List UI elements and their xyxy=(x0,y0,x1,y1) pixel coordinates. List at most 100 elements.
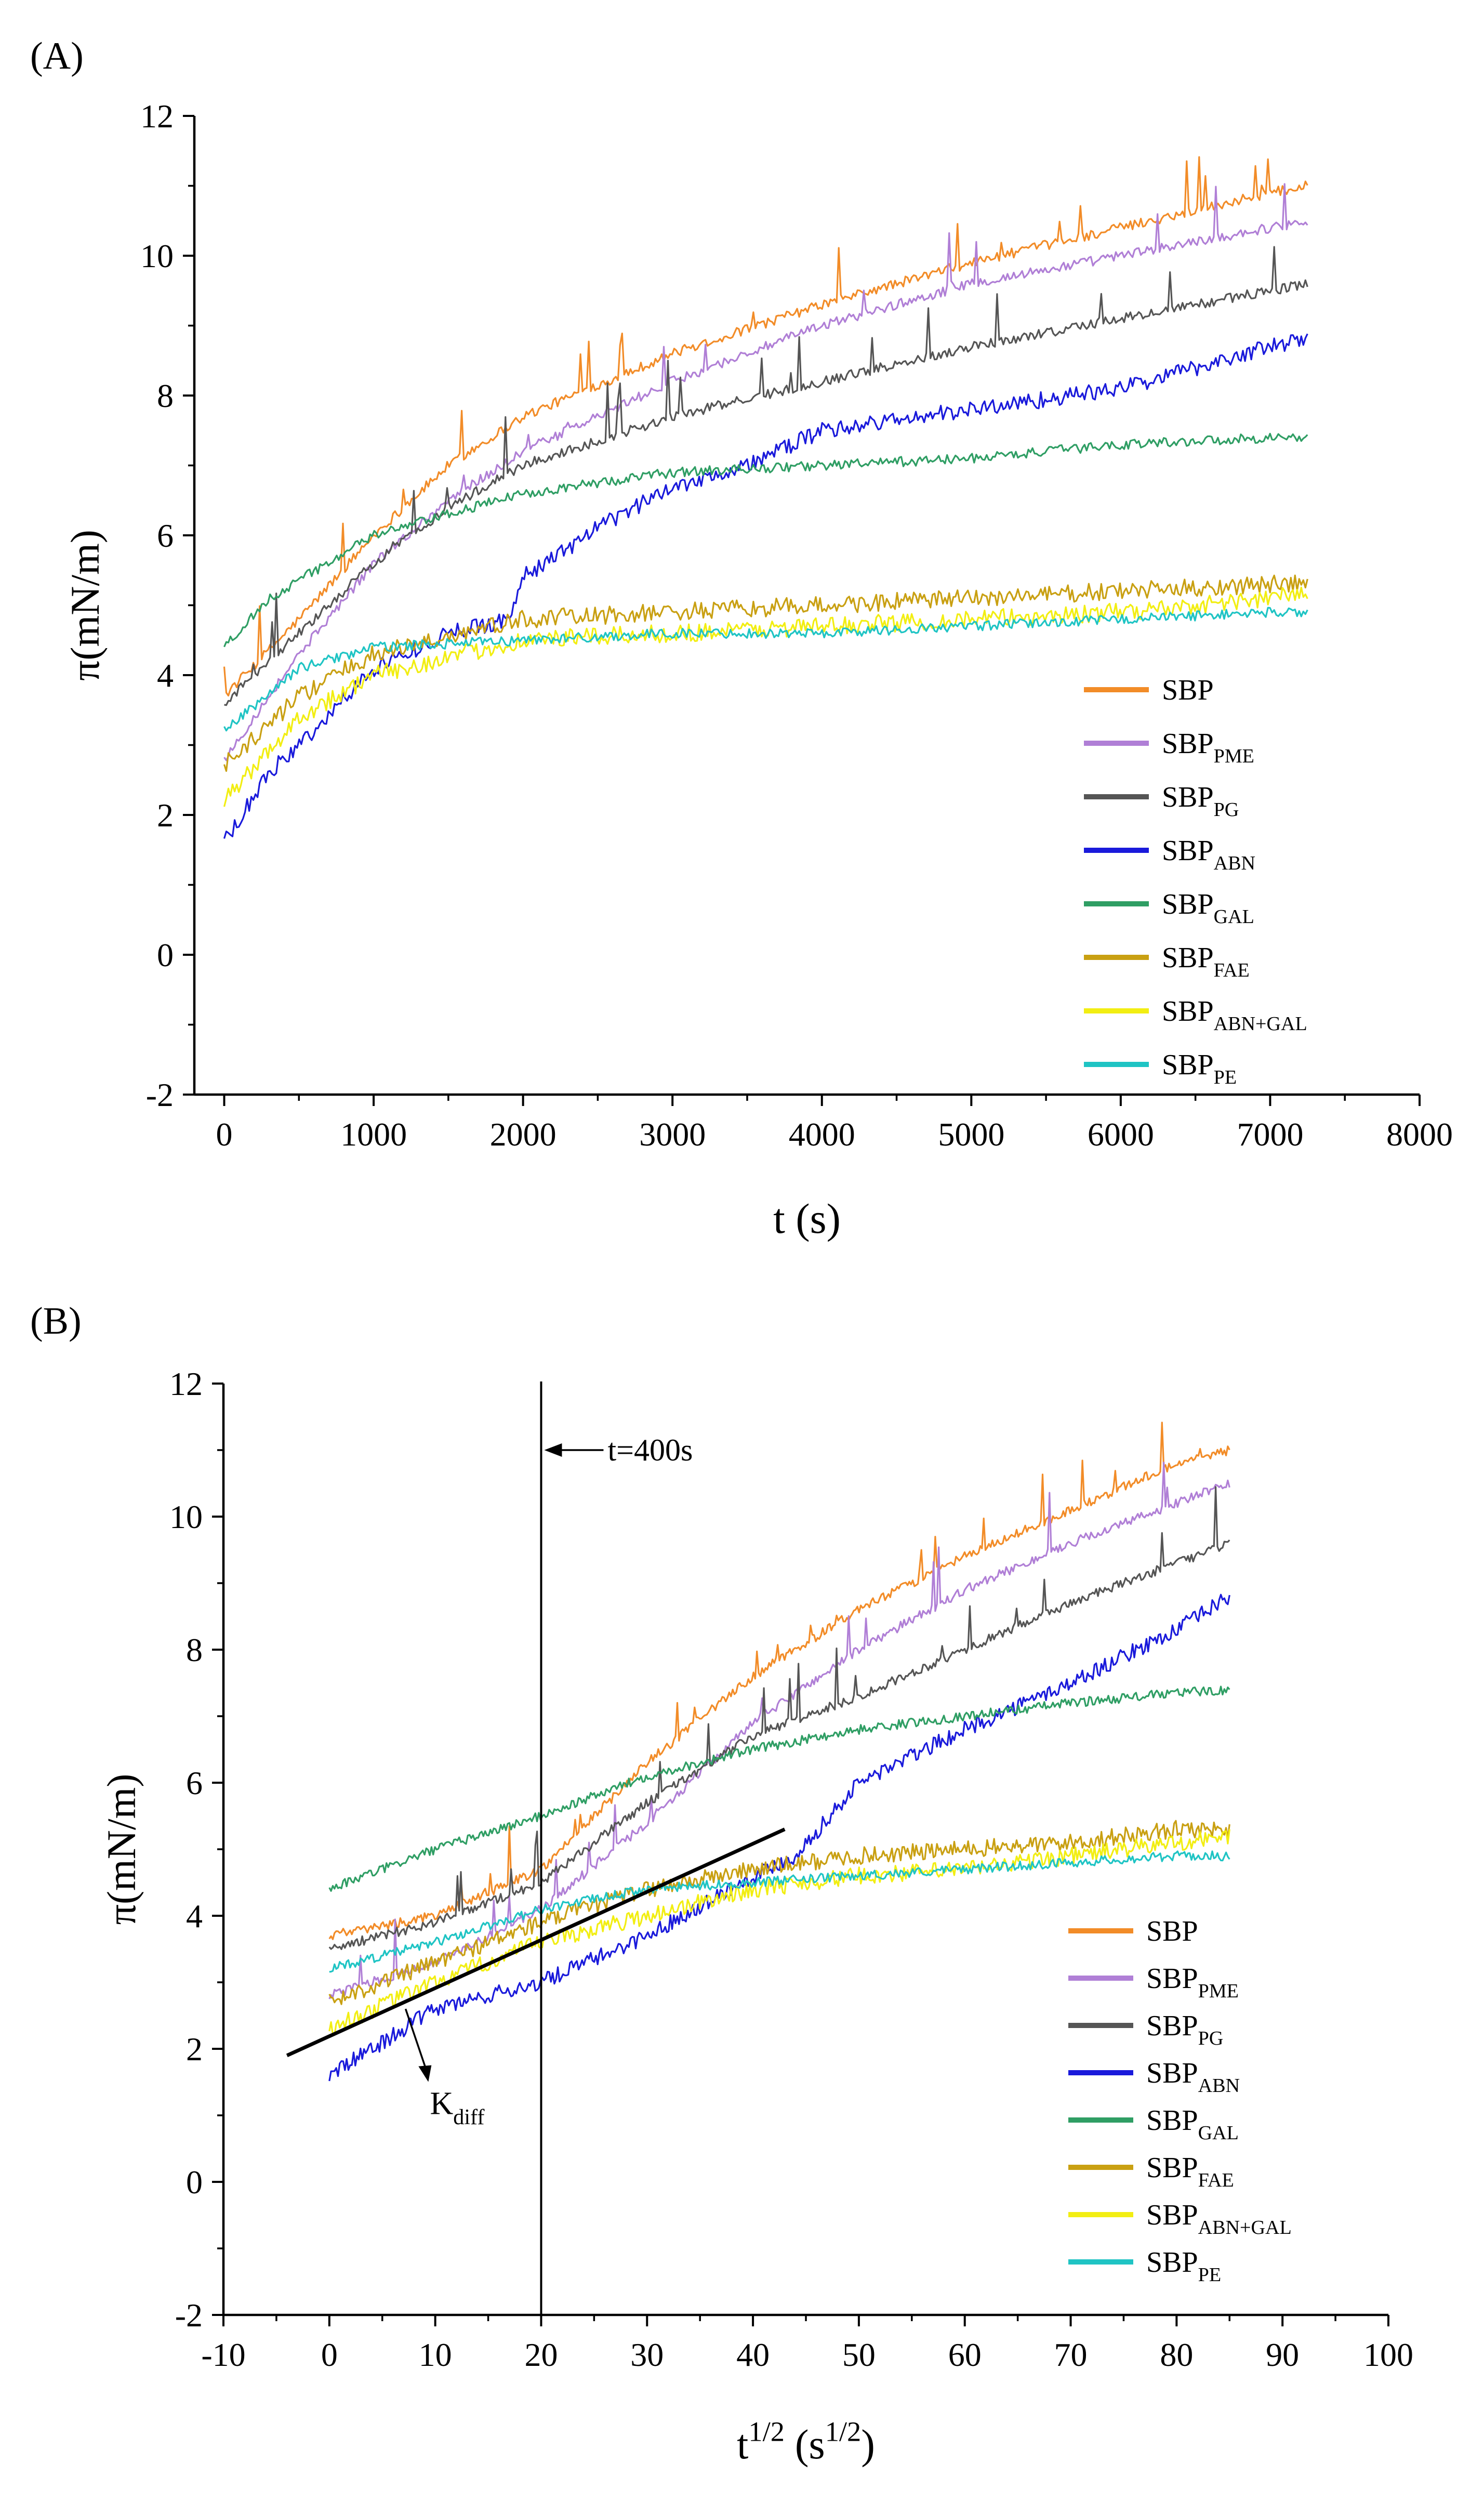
panel-b-fit-label-part-1: diff xyxy=(453,2105,485,2129)
panel-b-y-tick-label: 4 xyxy=(186,1898,203,1934)
panel-a-series-fae-line xyxy=(223,574,1308,772)
panel-a-series-pg-line xyxy=(224,246,1308,706)
panel-b-series-pe-line xyxy=(329,1850,1230,1973)
panel-b-x-tick-label: 20 xyxy=(524,2336,558,2373)
panel-a-y-tick-label: 0 xyxy=(157,937,174,973)
panel-b-x-axis-label-part-1: 1/2 xyxy=(748,2416,785,2447)
panel-b-x-axis-label-part-2: (s xyxy=(785,2422,825,2468)
panel-a-legend-label-part-0: SBP xyxy=(1162,1049,1214,1081)
panel-a-legend-label-part-0: SBP xyxy=(1162,942,1214,974)
panel-a-series-pe-line xyxy=(223,607,1308,732)
panel-b-y-tick-label: -2 xyxy=(175,2297,203,2334)
panel-b-legend-label: SBPPG xyxy=(1146,2010,1223,2049)
panel-b-series-fae-line xyxy=(328,1820,1230,2005)
panel-a-y-tick-label: 12 xyxy=(140,98,174,135)
panel-a-legend-label: SBP xyxy=(1162,674,1214,706)
panel-b-legend-label-part-1: PG xyxy=(1198,2028,1224,2049)
panel-b-x-tick-label: 60 xyxy=(948,2336,982,2373)
panel-b-legend-label: SBPABN xyxy=(1146,2057,1240,2097)
panel-a-x-tick-label: 4000 xyxy=(789,1116,855,1153)
panel-a-series-abn-line xyxy=(223,333,1308,839)
panel-a-x-tick-label: 6000 xyxy=(1088,1116,1154,1153)
panel-b-x-axis-label-part-3: 1/2 xyxy=(825,2416,862,2447)
panel-b-legend-label: SBP xyxy=(1146,1915,1198,1947)
panel-b-series-abn-gal-line xyxy=(328,1829,1230,2036)
panel-b-y-axis-label: π(mN/m) xyxy=(99,1774,144,1925)
panel-b-x-tick-label: 100 xyxy=(1363,2336,1413,2373)
panel-a-legend-label-part-0: SBP xyxy=(1162,995,1214,1028)
panel-a-series-group xyxy=(223,156,1308,839)
panel-b-legend-label: SBPFAE xyxy=(1146,2152,1234,2191)
panel-a-x-axis-label: t (s) xyxy=(773,1195,841,1242)
panel-b-label: (B) xyxy=(30,1300,82,1342)
panel-b-y-tick-label: 8 xyxy=(186,1631,203,1668)
panel-a-x-tick-label: 7000 xyxy=(1237,1116,1303,1153)
panel-a-x-tick-label: 1000 xyxy=(340,1116,407,1153)
panel-a-y-tick-label: 4 xyxy=(157,657,174,694)
panel-b-x-tick-label: 30 xyxy=(630,2336,664,2373)
panel-b-legend-label-part-1: PE xyxy=(1198,2264,1221,2286)
panel-a-chart: (A) 0 1000 2000 3000 4000 5000 6000 7000 8000 -2 0 2… xyxy=(30,35,1453,1242)
panel-b-legend-label-part-1: GAL xyxy=(1198,2122,1239,2144)
panel-b-y-tick-label: 12 xyxy=(169,1365,203,1402)
panel-b-x-axis-label-part-0: t xyxy=(737,2422,748,2468)
panel-b-legend-label-part-0: SBP xyxy=(1146,2152,1198,2184)
panel-b-vline-arrowhead xyxy=(544,1443,562,1457)
panel-b-y-tick-label: 0 xyxy=(186,2164,203,2201)
panel-a-legend-label-part-0: SBP xyxy=(1162,781,1214,813)
panel-b-series-gal-line xyxy=(328,1686,1230,1892)
panel-a-y-tick-label: 2 xyxy=(157,797,174,834)
panel-a-label: (A) xyxy=(30,35,84,77)
panel-b-x-tick-label: 10 xyxy=(419,2336,452,2373)
panel-a-legend-label-part-1: ABN+GAL xyxy=(1214,1013,1307,1035)
panel-b-x-tick-label: 0 xyxy=(321,2336,338,2373)
panel-a-legend-label-part-0: SBP xyxy=(1162,674,1214,706)
panel-a-legend-label-part-0: SBP xyxy=(1162,835,1214,867)
panel-a-legend-label: SBPPME xyxy=(1162,728,1254,767)
panel-b-legend-label-part-1: ABN+GAL xyxy=(1198,2217,1292,2239)
panel-b-fit-label-part-0: K xyxy=(430,2086,453,2121)
panel-b-legend-label-part-0: SBP xyxy=(1146,2057,1198,2089)
panel-b-series-abn-line xyxy=(328,1594,1230,2082)
panel-a-x-tick-label: 8000 xyxy=(1386,1116,1453,1153)
panel-a-x-tick-label: 2000 xyxy=(490,1116,556,1153)
panel-a-legend: SBPSBPPMESBPPGSBPABNSBPGALSBPFAESBPABN+G… xyxy=(1084,674,1307,1088)
panel-b-legend-label-part-0: SBP xyxy=(1146,1915,1198,1947)
panel-b-legend-label-part-1: PME xyxy=(1198,1980,1239,2002)
panel-b-fit-arrow-shaft xyxy=(404,2008,428,2072)
panel-a-legend-label-part-1: PME xyxy=(1214,745,1254,767)
panel-a-y-tick-label: 8 xyxy=(157,377,174,414)
panel-b-x-tick-label: 80 xyxy=(1160,2336,1193,2373)
panel-b-legend-label-part-0: SBP xyxy=(1146,2104,1198,2137)
panel-b-x-tick-label: 90 xyxy=(1266,2336,1299,2373)
panel-b-legend-label-part-0: SBP xyxy=(1146,2246,1198,2279)
panel-a-legend-label-part-1: PE xyxy=(1214,1067,1237,1088)
panel-a-y-tick-label: 10 xyxy=(140,238,174,274)
panel-a-legend-label: SBPFAE xyxy=(1162,942,1250,981)
panel-b-fit-line xyxy=(286,1827,786,2057)
panel-a-y-tick-label: -2 xyxy=(146,1076,174,1113)
panel-a-series-gal-line xyxy=(223,432,1308,648)
panel-a-x-tick-label: 0 xyxy=(216,1116,233,1153)
panel-b-y-tick-label: 6 xyxy=(186,1765,203,1801)
panel-b-legend-label: SBPPME xyxy=(1146,1963,1239,2002)
panel-b-legend-label-part-0: SBP xyxy=(1146,2199,1198,2231)
panel-a-legend-label-part-0: SBP xyxy=(1162,728,1214,760)
panel-a-x-tick-label: 3000 xyxy=(639,1116,706,1153)
panel-b-fit-label: Kdiff xyxy=(430,2086,485,2129)
panel-b-x-tick-label: 40 xyxy=(736,2336,770,2373)
panel-a-series-sbp-line xyxy=(223,156,1308,696)
panel-a-legend-label: SBPABN+GAL xyxy=(1162,995,1307,1035)
panel-b-legend-label-part-0: SBP xyxy=(1146,2010,1198,2042)
panel-a-legend-label: SBPPG xyxy=(1162,781,1239,821)
panel-b-series-pme-line xyxy=(328,1462,1230,1999)
panel-a-legend-label: SBPABN xyxy=(1162,835,1255,874)
panel-b-series-group xyxy=(328,1421,1230,2082)
panel-a-legend-label: SBPPE xyxy=(1162,1049,1237,1088)
panel-a-legend-label-part-1: GAL xyxy=(1214,906,1254,928)
panel-b-series-sbp-line xyxy=(328,1421,1230,1940)
panel-a-legend-label: SBPGAL xyxy=(1162,888,1254,928)
panel-b-x-tick-label: 50 xyxy=(842,2336,876,2373)
panel-b-y-tick-label: 10 xyxy=(169,1498,203,1535)
